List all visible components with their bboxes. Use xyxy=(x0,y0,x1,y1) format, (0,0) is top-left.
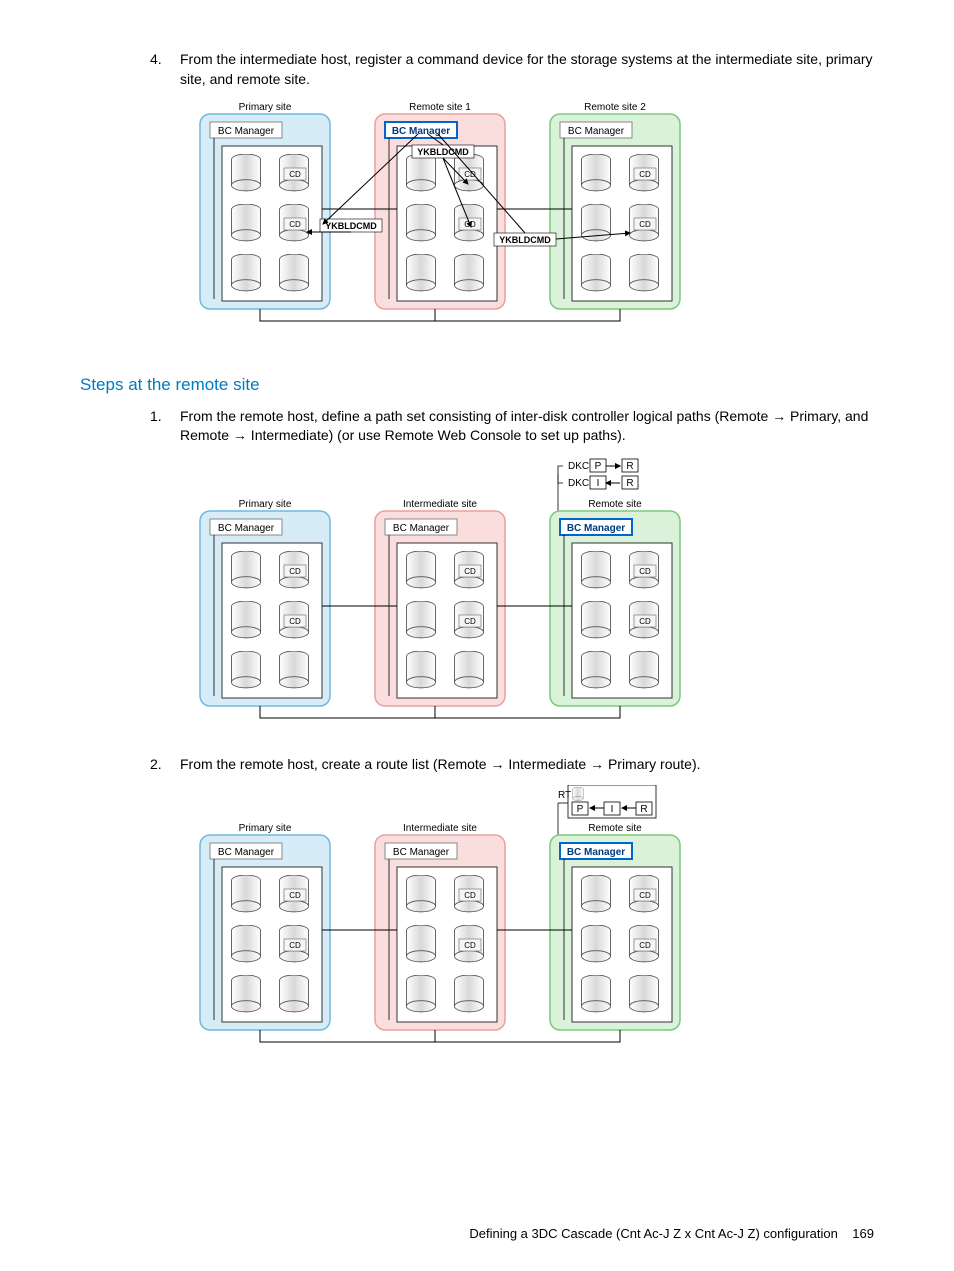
svg-text:CD: CD xyxy=(289,567,301,576)
footer-text: Defining a 3DC Cascade (Cnt Ac-J Z x Cnt… xyxy=(469,1226,837,1241)
svg-text:CD: CD xyxy=(464,891,476,900)
svg-text:P: P xyxy=(577,804,584,815)
diagram-2: DKC P R DKC I R Primary site BC Manager CD… xyxy=(190,456,874,742)
svg-text:BC Manager: BC Manager xyxy=(218,523,275,534)
svg-text:BC Manager: BC Manager xyxy=(568,126,625,137)
ykbldcmd-label: YKBLDCMD xyxy=(325,221,377,231)
page-number: 169 xyxy=(852,1226,874,1241)
svg-text:BC Manager: BC Manager xyxy=(567,523,625,534)
svg-text:CD: CD xyxy=(639,170,651,179)
dkc-label: DKC xyxy=(568,461,589,472)
svg-text:Remote site 1: Remote site 1 xyxy=(409,102,471,113)
section-heading: Steps at the remote site xyxy=(80,373,874,397)
rt-box: RT P I R xyxy=(558,785,656,818)
svg-text:Intermediate site: Intermediate site xyxy=(403,823,477,834)
svg-text:R: R xyxy=(626,478,633,489)
dkc-box: DKC I R xyxy=(568,476,638,489)
diagram-3: RT P I R Primary site BC Manager CD CD Inter… xyxy=(190,785,874,1066)
svg-text:CD: CD xyxy=(289,941,301,950)
dkc-box: DKC P R xyxy=(568,459,638,472)
svg-text:Remote site: Remote site xyxy=(588,499,642,510)
svg-text:R: R xyxy=(626,461,633,472)
svg-text:BC Manager: BC Manager xyxy=(218,126,275,137)
svg-text:Intermediate site: Intermediate site xyxy=(403,499,477,510)
step-4-text: From the intermediate host, register a c… xyxy=(180,50,874,89)
svg-text:CD: CD xyxy=(289,617,301,626)
svg-text:BC Manager: BC Manager xyxy=(218,847,275,858)
svg-text:CD: CD xyxy=(639,891,651,900)
svg-text:P: P xyxy=(595,461,602,472)
svg-text:I: I xyxy=(611,804,614,815)
svg-text:BC Manager: BC Manager xyxy=(393,847,450,858)
step-4: 4. From the intermediate host, register … xyxy=(150,50,874,89)
step-4-number: 4. xyxy=(150,50,180,89)
svg-text:Primary site: Primary site xyxy=(239,499,292,510)
svg-text:CD: CD xyxy=(639,617,651,626)
svg-text:I: I xyxy=(597,478,600,489)
svg-text:BC Manager: BC Manager xyxy=(392,126,450,137)
svg-text:CD: CD xyxy=(464,567,476,576)
svg-text:R: R xyxy=(640,804,647,815)
remote-step-2: 2. From the remote host, create a route … xyxy=(150,755,874,775)
ykbldcmd-label: YKBLDCMD xyxy=(499,235,551,245)
remote-step-1-number: 1. xyxy=(150,407,180,446)
rt-label: RT xyxy=(558,790,571,801)
svg-text:CD: CD xyxy=(639,220,651,229)
svg-text:Remote site 2: Remote site 2 xyxy=(584,102,646,113)
svg-text:BC Manager: BC Manager xyxy=(567,847,625,858)
svg-text:CD: CD xyxy=(289,220,301,229)
svg-text:CD: CD xyxy=(464,941,476,950)
remote-step-1-text: From the remote host, define a path set … xyxy=(180,407,874,446)
remote-step-2-text: From the remote host, create a route lis… xyxy=(180,755,874,775)
svg-text:Primary site: Primary site xyxy=(239,102,292,113)
svg-text:CD: CD xyxy=(639,941,651,950)
dkc-label: DKC xyxy=(568,478,589,489)
ykbldcmd-label: YKBLDCMD xyxy=(417,147,469,157)
svg-text:CD: CD xyxy=(639,567,651,576)
page-footer: Defining a 3DC Cascade (Cnt Ac-J Z x Cnt… xyxy=(469,1225,874,1243)
svg-text:CD: CD xyxy=(289,170,301,179)
remote-step-1: 1. From the remote host, define a path s… xyxy=(150,407,874,446)
svg-text:CD: CD xyxy=(464,617,476,626)
svg-text:CD: CD xyxy=(289,891,301,900)
svg-text:Primary site: Primary site xyxy=(239,823,292,834)
svg-text:BC Manager: BC Manager xyxy=(393,523,450,534)
diagram-1: Primary site BC Manager CD CD Remote site 1 B… xyxy=(190,99,874,345)
svg-text:Remote site: Remote site xyxy=(588,823,642,834)
remote-step-2-number: 2. xyxy=(150,755,180,775)
